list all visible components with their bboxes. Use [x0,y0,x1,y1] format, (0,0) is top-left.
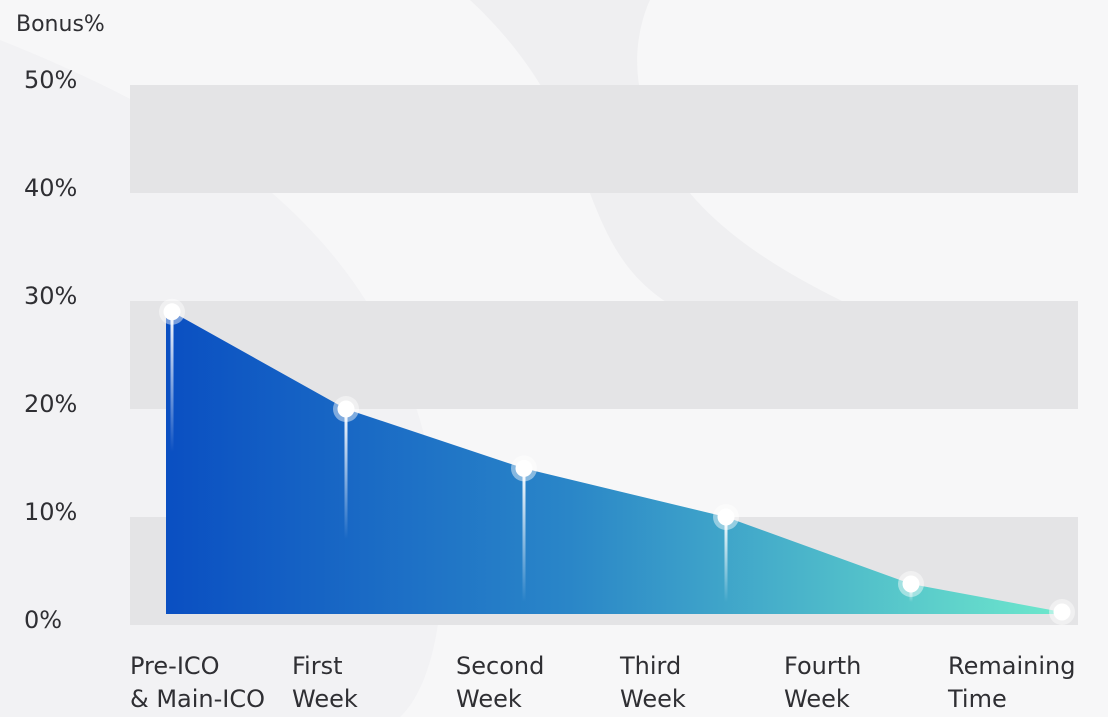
x-tick-label: Pre-ICO & Main-ICO [130,652,265,713]
y-tick-label: 20% [24,390,77,418]
bonus-area [166,311,1062,614]
y-tick-label: 30% [24,282,77,310]
y-axis-ticks: 0% 10% 20% 30% 40% 50% [24,66,77,634]
data-point [1049,599,1075,626]
data-point [511,455,537,482]
data-points [159,298,1075,626]
y-tick-label: 0% [24,606,62,634]
data-point [159,298,185,325]
point-stems [170,311,913,602]
y-tick-label: 10% [24,498,77,526]
x-axis-ticks: Pre-ICO & Main-ICO First Week Second Week Thir… [130,652,1075,713]
point-stem [170,311,174,452]
point-stem [724,517,728,602]
point-stem [909,583,913,602]
y-tick-label: 50% [24,66,77,94]
y-tick-label: 40% [24,174,77,202]
x-tick-label: Second Week [456,652,544,713]
x-tick-label: First Week [292,652,358,713]
point-stem [522,468,526,602]
point-stem [344,409,348,539]
x-tick-label: Remaining Time [947,652,1075,713]
x-tick-label: Third Week [619,652,686,713]
x-tick-label: Fourth Week [784,652,861,713]
data-point [713,504,739,530]
data-point [898,570,924,597]
y-axis-label: Bonus% [16,12,105,37]
grid-band [130,85,1078,193]
data-point [333,396,359,422]
